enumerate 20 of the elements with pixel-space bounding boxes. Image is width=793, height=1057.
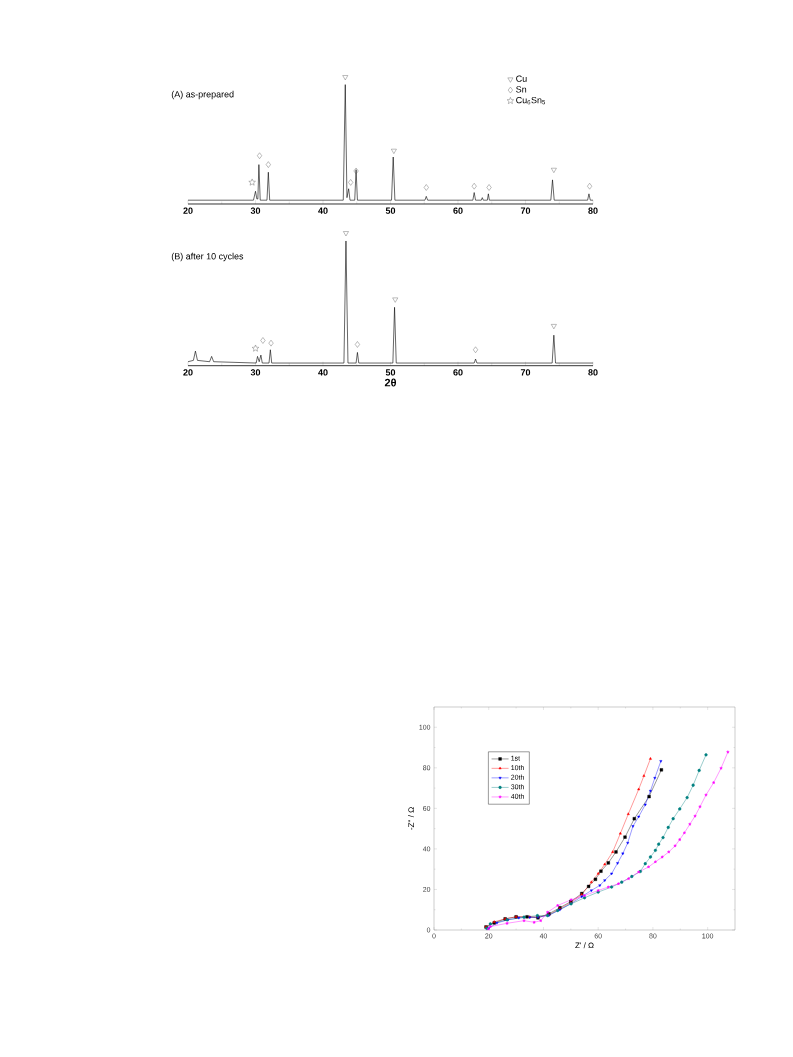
x-tick-label: 20 [183,207,193,214]
text: (A) as-prepared [171,90,234,100]
x-tick-label: 60 [453,369,463,376]
x-axis-title: 2θ [384,378,397,387]
x-tick-label: 50 [385,207,396,214]
x-tick-label: 70 [520,207,531,214]
legend-label: Sn [516,86,527,93]
text: (B) after 10 cycles [171,252,244,262]
x-tick-label: 40 [318,369,328,376]
x-tick-label: 30 [250,207,261,214]
x-tick-label: 80 [588,207,598,214]
x-tick-label: 50 [385,369,396,376]
x-tick-label: 40 [318,207,328,214]
x-tick-label: 60 [453,207,463,214]
x-tick-label: 20 [183,369,193,376]
x-tick-label: 30 [250,369,261,376]
legend-label: Cu [516,75,527,82]
x-tick-label: 70 [520,369,531,376]
legend-label: Cu$_{6}$Sn$_{5}$ [516,96,546,105]
x-tick-label: 80 [588,369,598,376]
